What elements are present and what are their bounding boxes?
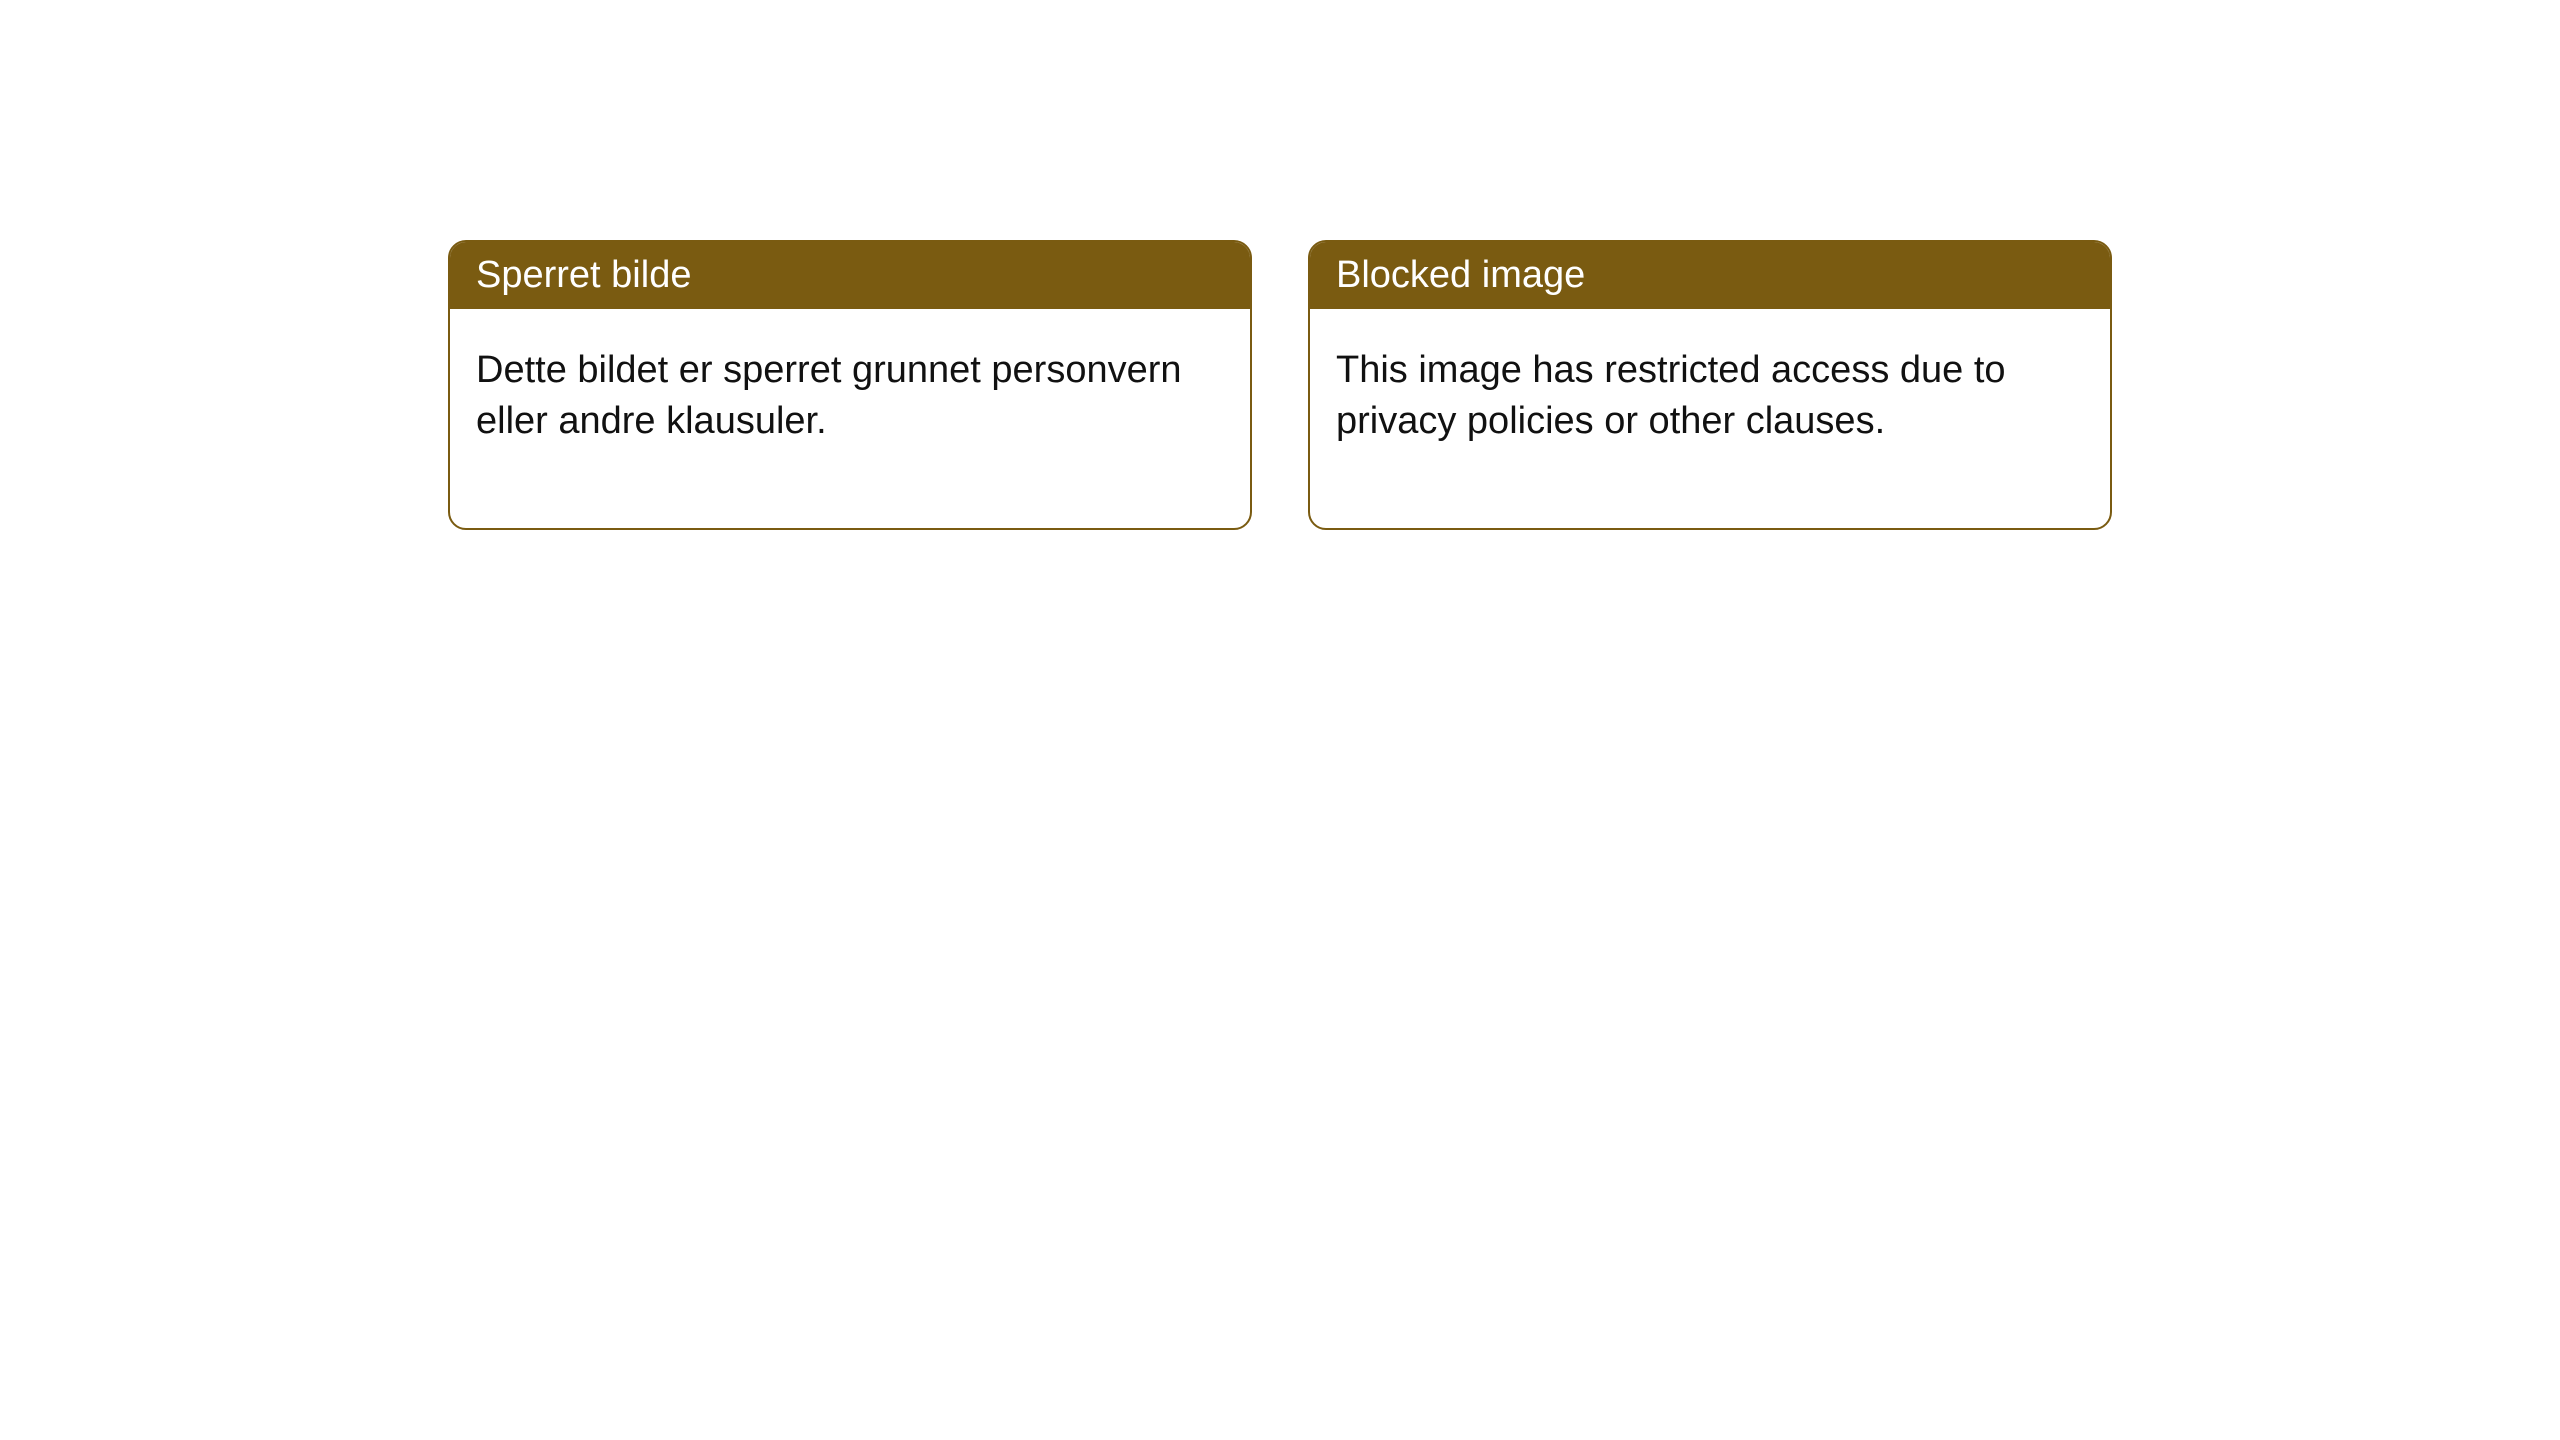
notice-card-english: Blocked image This image has restricted … (1308, 240, 2112, 530)
notice-container: Sperret bilde Dette bildet er sperret gr… (0, 0, 2560, 530)
notice-body: This image has restricted access due to … (1310, 309, 2110, 528)
notice-header: Sperret bilde (450, 242, 1250, 309)
notice-header: Blocked image (1310, 242, 2110, 309)
notice-body: Dette bildet er sperret grunnet personve… (450, 309, 1250, 528)
notice-card-norwegian: Sperret bilde Dette bildet er sperret gr… (448, 240, 1252, 530)
